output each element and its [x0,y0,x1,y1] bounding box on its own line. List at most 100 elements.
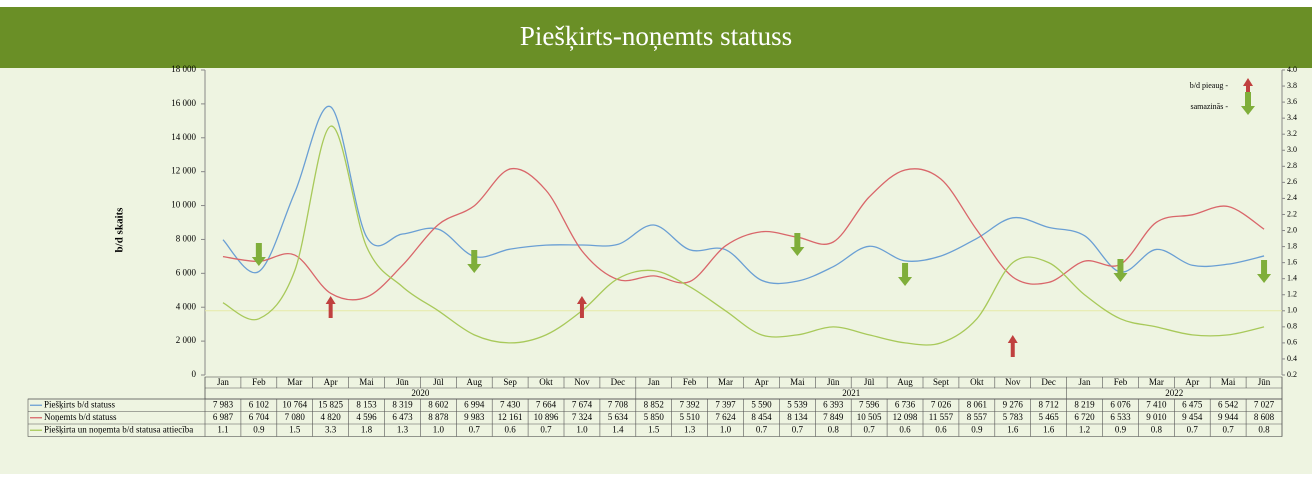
table-cell: 7 983 [213,399,234,409]
table-cell: 9 944 [1218,412,1239,422]
up-arrow [576,296,587,318]
table-cell: 10 764 [282,399,307,409]
up-arrow [1007,335,1018,357]
table-cell: 0.9 [253,424,265,434]
x-tick-label: Aug [897,377,913,387]
year-label: 2021 [842,388,860,398]
y2-tick-label: 3.4 [1287,113,1297,122]
down-arrow [898,263,913,286]
table-cell: 9 276 [1003,399,1024,409]
table-cell: 9 983 [464,412,485,422]
table-cell: 1.2 [1079,424,1090,434]
table-cell: 1.5 [648,424,660,434]
x-tick-label: Mai [1221,377,1236,387]
table-cell: 6 102 [249,399,269,409]
x-tick-label: Jūl [864,377,875,387]
series-line [222,125,1265,346]
y2-tick-label: 2.4 [1287,193,1297,202]
table-cell: 8 608 [1254,412,1275,422]
x-tick-label: Apr [754,377,768,387]
down-arrow [467,250,482,273]
y-tick-label: 6 000 [176,267,197,277]
table-cell: 0.6 [935,424,947,434]
y2-tick-label: 3.6 [1287,97,1297,106]
y-tick-label: 16 000 [171,98,196,108]
table-cell: 8 153 [356,399,377,409]
y2-tick-label: 0.4 [1287,354,1297,363]
x-tick-label: Okt [539,377,553,387]
table-cell: 6 533 [1110,412,1131,422]
y-tick-label: 2 000 [176,335,197,345]
down-arrow [1113,259,1128,282]
table-cell: 1.0 [720,424,732,434]
table-cell: 1.6 [1043,424,1055,434]
table-cell: 0.8 [1151,424,1163,434]
up-arrow [1243,78,1253,100]
y2-tick-label: 2.2 [1287,209,1297,218]
x-tick-label: Sep [503,377,517,387]
table-cell: 1.1 [217,424,228,434]
y2-tick-label: 1.8 [1287,241,1297,250]
y-tick-label: 18 000 [171,64,196,74]
table-cell: 8 319 [392,399,413,409]
y2-tick-label: 1.0 [1287,306,1297,315]
table-cell: 0.7 [469,424,481,434]
table-cell: 6 475 [1182,399,1203,409]
table-cell: 1.8 [361,424,373,434]
table-cell: 0.7 [1223,424,1235,434]
year-label: 2022 [1165,388,1183,398]
legend-label: Piešķirts b/d statuss [44,399,116,410]
y2-tick-label: 2.6 [1287,177,1297,186]
chart-title: Piešķirts-noņemts statuss [520,21,792,51]
down-arrow [251,243,266,266]
y-tick-label: 4 000 [176,301,197,311]
x-tick-label: Sept [933,377,950,387]
table-cell: 5 634 [608,412,629,422]
table-cell: 6 704 [249,412,270,422]
series-line [222,105,1265,285]
table-cell: 8 219 [1074,399,1095,409]
table-cell: 6 736 [895,399,916,409]
y2-tick-label: 2.0 [1287,225,1297,234]
x-tick-label: Feb [252,377,266,387]
x-tick-label: Mar [287,377,302,387]
y2-tick-label: 0.2 [1287,370,1297,379]
table-cell: 0.7 [756,424,768,434]
table-cell: 6 076 [1110,399,1131,409]
down-arrow [790,233,805,256]
legend-up-label: b/d pieaug - [1190,81,1229,90]
table-cell: 10 505 [857,412,882,422]
table-cell: 12 161 [498,412,523,422]
y2-tick-label: 1.6 [1287,257,1297,266]
x-tick-label: Feb [683,377,697,387]
y2-tick-label: 1.2 [1287,290,1297,299]
table-cell: 7 596 [859,399,880,409]
table-cell: 9 454 [1182,412,1203,422]
table-cell: 5 465 [1039,412,1060,422]
table-cell: 7 674 [572,399,593,409]
table-cell: 8 061 [967,399,987,409]
x-tick-label: Mai [359,377,374,387]
table-cell: 0.7 [1187,424,1199,434]
table-cell: 0.6 [899,424,911,434]
table-cell: 8 602 [428,399,448,409]
table-cell: 6 393 [823,399,844,409]
table-cell: 9 010 [1146,412,1167,422]
x-tick-label: Okt [970,377,984,387]
table-cell: 7 664 [536,399,557,409]
y-tick-label: 10 000 [171,200,196,210]
y2-tick-label: 1.4 [1287,274,1297,283]
table-cell: 1.6 [1007,424,1019,434]
table-cell: 7 430 [500,399,521,409]
table-cell: 11 557 [929,412,954,422]
table-cell: 6 720 [1074,412,1095,422]
table-cell: 8 454 [751,412,772,422]
legend-label: Noņemts b/d statuss [44,412,117,423]
x-tick-label: Jan [217,377,229,387]
x-tick-label: Dec [1041,377,1056,387]
table-cell: 12 098 [893,412,918,422]
table-cell: 1.0 [433,424,445,434]
table-cell: 1.3 [397,424,409,434]
x-tick-label: Apr [1185,377,1199,387]
table-cell: 4 820 [321,412,342,422]
